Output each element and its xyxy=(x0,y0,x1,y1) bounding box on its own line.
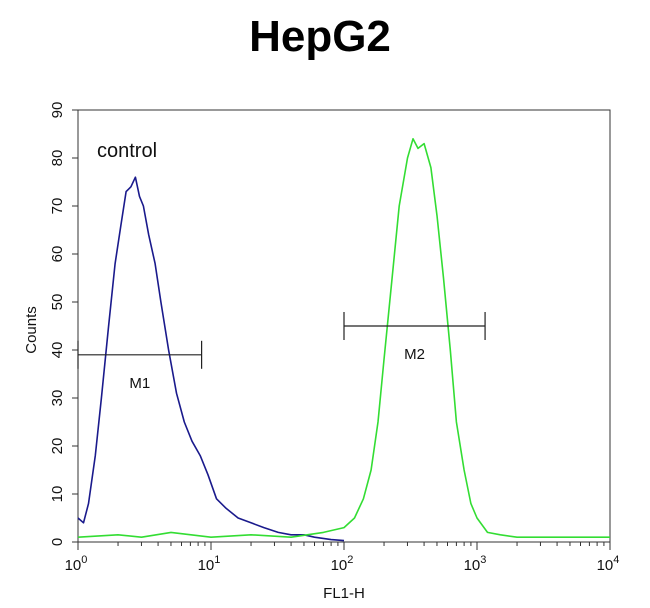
marker-m2-label: M2 xyxy=(404,346,425,363)
x-axis-label: FL1-H xyxy=(323,585,365,602)
control-annotation: control xyxy=(97,140,157,162)
x-tick-label: 102 xyxy=(331,554,354,574)
series-sample-line xyxy=(77,138,610,539)
y-tick-label: 90 xyxy=(49,102,66,119)
x-tick-label: 104 xyxy=(597,554,620,574)
x-tick-label: 100 xyxy=(65,554,88,574)
y-tick-label: 0 xyxy=(49,538,66,546)
x-axis: 100 101 102 103 104 xyxy=(65,542,620,574)
series-layer xyxy=(77,138,610,542)
y-tick-label: 50 xyxy=(49,294,66,311)
y-axis-label: Counts xyxy=(23,306,40,354)
y-tick-label: 80 xyxy=(49,150,66,167)
x-tick-label: 103 xyxy=(464,554,487,574)
y-tick-label: 30 xyxy=(49,390,66,407)
y-tick-label: 70 xyxy=(49,198,66,215)
y-tick-label: 10 xyxy=(49,486,66,503)
chart-title: HepG2 xyxy=(249,12,391,61)
marker-layer: M1 M2 xyxy=(77,312,486,392)
y-tick-label: 60 xyxy=(49,246,66,263)
marker-m1-label: M1 xyxy=(129,375,150,392)
y-tick-label: 40 xyxy=(49,342,66,359)
y-tick-label: 20 xyxy=(49,438,66,455)
y-axis: 0 10 20 30 40 50 60 70 80 90 xyxy=(49,102,78,546)
series-control-line xyxy=(77,176,345,542)
x-tick-label: 101 xyxy=(198,554,221,574)
